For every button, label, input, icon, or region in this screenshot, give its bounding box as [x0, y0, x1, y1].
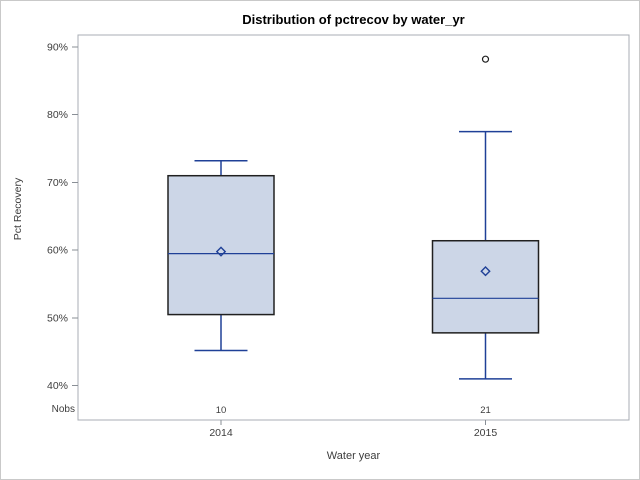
mean-marker	[480, 266, 491, 277]
nobs-value: 10	[216, 405, 227, 416]
plot-frame	[77, 34, 630, 421]
x-tick-label: 2015	[474, 427, 498, 439]
y-tick-label: 50%	[47, 312, 68, 324]
y-tick-label: 40%	[47, 380, 68, 392]
x-axis-title: Water year	[326, 450, 381, 462]
y-tick-label: 80%	[47, 109, 68, 121]
y-tick-label: 60%	[47, 245, 68, 257]
iqr-box	[167, 174, 275, 316]
y-tick-label: 70%	[47, 177, 68, 189]
iqr-box	[431, 239, 540, 334]
mean-marker	[215, 246, 227, 257]
nobs-value: 21	[480, 405, 491, 416]
y-tick-label: 90%	[47, 42, 68, 54]
outlier-point	[481, 55, 490, 63]
y-axis-title: Pct Recovery	[12, 177, 24, 241]
chart-title: Distribution of pctrecov by water_yr	[242, 12, 465, 27]
x-tick-label: 2014	[209, 427, 233, 439]
nobs-row-label: Nobs	[51, 404, 75, 415]
